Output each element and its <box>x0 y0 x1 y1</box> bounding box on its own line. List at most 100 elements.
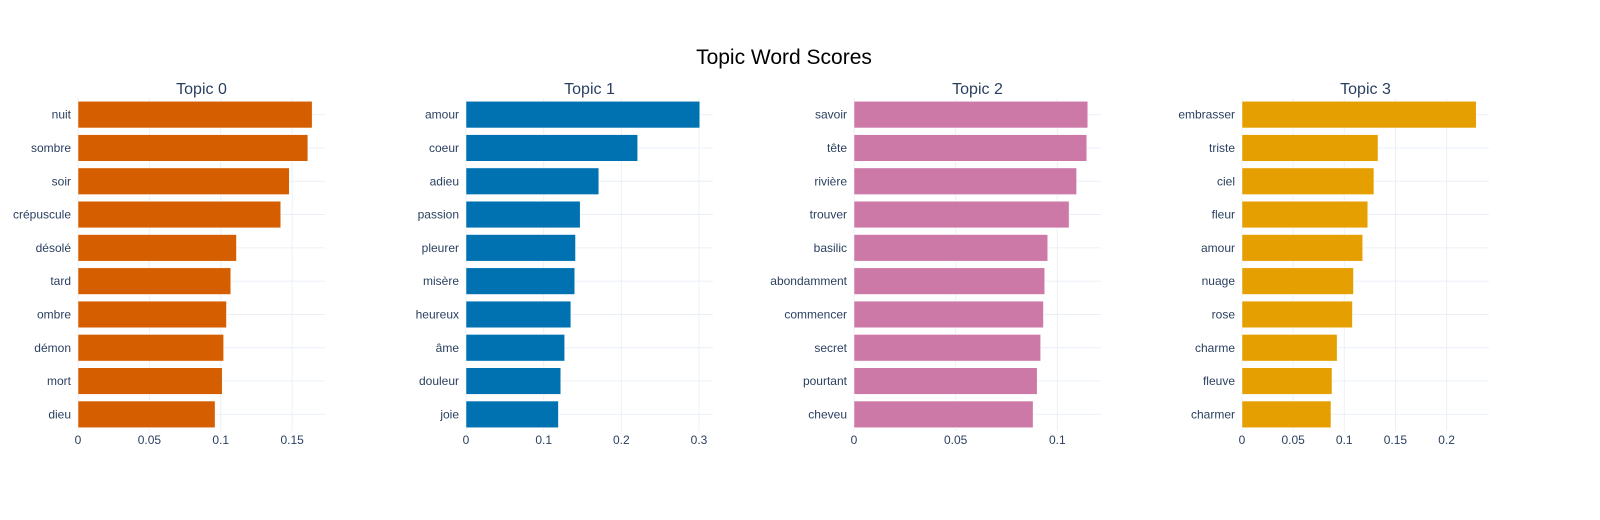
y-tick-label: savoir <box>815 108 847 122</box>
bar-douleur[interactable] <box>465 367 562 395</box>
panel-title: Topic 0 <box>176 81 227 98</box>
panel-title: Topic 3 <box>1340 81 1391 98</box>
x-tick-label: 0.1 <box>535 433 552 447</box>
bar-triste[interactable] <box>1241 134 1379 162</box>
bar-heureux[interactable] <box>465 300 572 329</box>
x-tick-label: 0.1 <box>1336 433 1353 447</box>
y-tick-label: ombre <box>37 307 71 321</box>
bar-trouver[interactable] <box>853 200 1070 229</box>
bar-ciel[interactable] <box>1241 167 1375 195</box>
bar-fleur[interactable] <box>1241 200 1369 229</box>
y-tick-label: amour <box>425 108 459 122</box>
bar-nuage[interactable] <box>1241 267 1354 295</box>
y-tick-label: charme <box>1195 341 1235 355</box>
panel-topic-1: Topic 1 amour coeur adieu passion pleurer misè… <box>416 81 713 447</box>
y-tick-label: basilic <box>814 241 847 255</box>
bar-tard[interactable] <box>77 267 232 295</box>
chart-title: Topic Word Scores <box>696 46 872 69</box>
y-tick-label: fleur <box>1212 208 1235 222</box>
y-tick-label: dieu <box>48 407 71 421</box>
bar-charme[interactable] <box>1241 334 1338 362</box>
bar-commencer[interactable] <box>853 300 1044 329</box>
x-tick-label: 0.2 <box>1438 433 1455 447</box>
x-tick-label: 0.1 <box>1049 433 1066 447</box>
x-tick-label: 0 <box>851 433 858 447</box>
x-tick-label: 0.2 <box>613 433 630 447</box>
bar-âme[interactable] <box>465 334 565 362</box>
y-tick-label: ciel <box>1217 174 1235 188</box>
y-tick-label: tête <box>827 141 847 155</box>
y-tick-label: misère <box>423 274 459 288</box>
bar-crépuscule[interactable] <box>77 200 281 229</box>
bar-rivière[interactable] <box>853 167 1077 195</box>
x-tick-label: 0 <box>1239 433 1246 447</box>
bar-passion[interactable] <box>465 200 581 229</box>
y-tick-label: embrasser <box>1178 108 1235 122</box>
bar-basilic[interactable] <box>853 234 1048 262</box>
panel-title: Topic 2 <box>952 81 1003 98</box>
bar-désolé[interactable] <box>77 234 237 262</box>
x-tick-label: 0.05 <box>944 433 968 447</box>
bar-adieu[interactable] <box>465 167 600 195</box>
y-tick-label: pourtant <box>803 374 848 388</box>
bar-démon[interactable] <box>77 334 224 362</box>
x-tick-label: 0 <box>463 433 470 447</box>
y-tick-label: soir <box>52 174 71 188</box>
bar-pleurer[interactable] <box>465 234 576 262</box>
y-tick-label: pleurer <box>422 241 459 255</box>
bar-soir[interactable] <box>77 167 290 195</box>
chart-panels: Topic 0 nuit sombre soir crépuscule désolé tar… <box>13 81 1489 447</box>
bar-pourtant[interactable] <box>853 367 1038 395</box>
bar-charmer[interactable] <box>1241 400 1332 428</box>
bar-savoir[interactable] <box>853 101 1089 129</box>
y-tick-label: nuit <box>52 108 72 122</box>
bar-rose[interactable] <box>1241 300 1353 329</box>
y-tick-label: désolé <box>36 241 72 255</box>
y-tick-label: adieu <box>430 174 459 188</box>
bar-nuit[interactable] <box>77 101 313 129</box>
bar-sombre[interactable] <box>77 134 309 162</box>
bar-dieu[interactable] <box>77 400 216 428</box>
y-tick-label: coeur <box>429 141 459 155</box>
bar-joie[interactable] <box>465 400 559 428</box>
y-tick-label: rivière <box>814 174 847 188</box>
y-tick-label: crépuscule <box>13 208 71 222</box>
y-tick-label: joie <box>439 407 459 421</box>
y-tick-label: secret <box>814 341 847 355</box>
panel-topic-2: Topic 2 savoir tête rivière trouver basilic ab… <box>770 81 1101 447</box>
x-tick-label: 0.3 <box>691 433 708 447</box>
x-tick-label: 0.15 <box>1384 433 1408 447</box>
x-tick-label: 0.15 <box>280 433 304 447</box>
y-tick-label: âme <box>436 341 460 355</box>
y-tick-label: tard <box>50 274 71 288</box>
bar-abondamment[interactable] <box>853 267 1045 295</box>
y-tick-label: mort <box>47 374 72 388</box>
bar-mort[interactable] <box>77 367 223 395</box>
bar-misère[interactable] <box>465 267 575 295</box>
y-tick-label: démon <box>34 341 71 355</box>
bar-ombre[interactable] <box>77 300 227 329</box>
y-tick-label: cheveu <box>808 407 847 421</box>
bar-embrasser[interactable] <box>1241 101 1477 129</box>
bar-fleuve[interactable] <box>1241 367 1333 395</box>
y-tick-label: abondamment <box>770 274 847 288</box>
y-tick-label: trouver <box>810 208 847 222</box>
x-tick-label: 0.05 <box>1281 433 1305 447</box>
y-tick-label: nuage <box>1202 274 1236 288</box>
x-tick-label: 0.1 <box>212 433 229 447</box>
y-tick-label: fleuve <box>1203 374 1235 388</box>
bar-amour[interactable] <box>1241 234 1363 262</box>
panel-topic-0: Topic 0 nuit sombre soir crépuscule désolé tar… <box>13 81 325 447</box>
bar-amour[interactable] <box>465 101 701 129</box>
bar-coeur[interactable] <box>465 134 638 162</box>
x-tick-label: 0.05 <box>138 433 162 447</box>
bar-secret[interactable] <box>853 334 1041 362</box>
x-tick-label: 0 <box>75 433 82 447</box>
bar-tête[interactable] <box>853 134 1088 162</box>
bar-cheveu[interactable] <box>853 400 1034 428</box>
y-tick-label: commencer <box>784 307 847 321</box>
y-tick-label: charmer <box>1191 407 1235 421</box>
y-tick-label: triste <box>1209 141 1235 155</box>
